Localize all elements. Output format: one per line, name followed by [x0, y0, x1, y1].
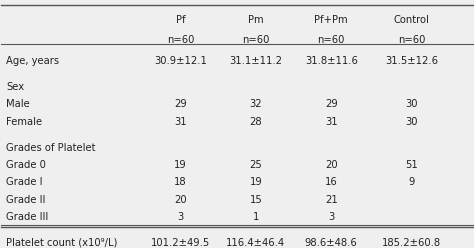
Text: 16: 16	[325, 177, 337, 187]
Text: 3: 3	[177, 212, 183, 222]
Text: 29: 29	[174, 99, 187, 109]
Text: Female: Female	[6, 117, 42, 127]
Text: 30: 30	[405, 117, 418, 127]
Text: 101.2±49.5: 101.2±49.5	[151, 238, 210, 248]
Text: 185.2±60.8: 185.2±60.8	[382, 238, 441, 248]
Text: Grade 0: Grade 0	[6, 160, 46, 170]
Text: n=60: n=60	[398, 35, 425, 45]
Text: Pm: Pm	[248, 15, 264, 25]
Text: Platelet count (x10⁹/L): Platelet count (x10⁹/L)	[6, 238, 118, 248]
Text: n=60: n=60	[318, 35, 345, 45]
Text: 25: 25	[249, 160, 262, 170]
Text: 31.8±11.6: 31.8±11.6	[305, 56, 358, 66]
Text: n=60: n=60	[242, 35, 270, 45]
Text: Age, years: Age, years	[6, 56, 59, 66]
Text: 31: 31	[325, 117, 337, 127]
Text: Pf: Pf	[176, 15, 185, 25]
Text: 21: 21	[325, 195, 337, 205]
Text: 15: 15	[249, 195, 262, 205]
Text: Pf+Pm: Pf+Pm	[314, 15, 348, 25]
Text: 19: 19	[249, 177, 262, 187]
Text: 20: 20	[325, 160, 337, 170]
Text: Grade I: Grade I	[6, 177, 43, 187]
Text: 31.5±12.6: 31.5±12.6	[385, 56, 438, 66]
Text: 28: 28	[249, 117, 262, 127]
Text: n=60: n=60	[167, 35, 194, 45]
Text: Control: Control	[393, 15, 429, 25]
Text: 29: 29	[325, 99, 337, 109]
Text: 30.9±12.1: 30.9±12.1	[154, 56, 207, 66]
Text: Male: Male	[6, 99, 30, 109]
Text: 3: 3	[328, 212, 334, 222]
Text: 1: 1	[253, 212, 259, 222]
Text: 116.4±46.4: 116.4±46.4	[226, 238, 285, 248]
Text: 51: 51	[405, 160, 418, 170]
Text: 19: 19	[174, 160, 187, 170]
Text: 30: 30	[405, 99, 418, 109]
Text: 32: 32	[249, 99, 262, 109]
Text: 98.6±48.6: 98.6±48.6	[305, 238, 357, 248]
Text: 31.1±11.2: 31.1±11.2	[229, 56, 283, 66]
Text: Grade II: Grade II	[6, 195, 46, 205]
Text: 9: 9	[408, 177, 415, 187]
Text: Sex: Sex	[6, 82, 24, 92]
Text: 20: 20	[174, 195, 187, 205]
Text: Grades of Platelet: Grades of Platelet	[6, 143, 96, 153]
Text: Grade III: Grade III	[6, 212, 48, 222]
Text: 31: 31	[174, 117, 187, 127]
Text: 18: 18	[174, 177, 187, 187]
